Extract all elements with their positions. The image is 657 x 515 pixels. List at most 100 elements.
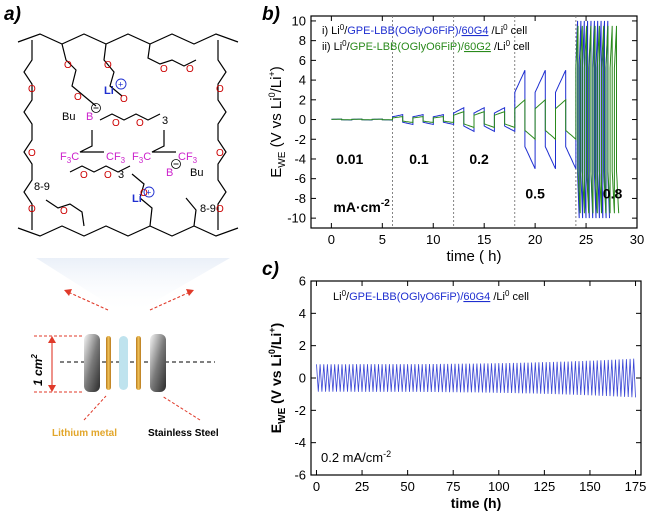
legend-suffix: /Li xyxy=(488,25,503,37)
cf3-label: CF3 xyxy=(106,151,126,165)
cf3-groups: F3C CF3 F3C CF3 xyxy=(60,151,198,165)
x-tick-label: 100 xyxy=(488,479,510,494)
y-tick-label: 4 xyxy=(299,306,306,321)
oxygen-atom: O xyxy=(186,64,194,75)
series-line-60G2 xyxy=(331,25,620,214)
legend-prefix: ii) Li xyxy=(322,41,342,53)
chart-c: 0 25 50 75 100 125 150 175 -6 -4 -2 0 2 4 6 time (h) EWE… xyxy=(267,274,646,512)
y-tick-label: 4 xyxy=(299,73,306,88)
zoom-cone xyxy=(36,258,230,310)
legend-slash: / xyxy=(346,291,350,303)
subscript: 3 xyxy=(118,169,124,181)
x-tick-label: 5 xyxy=(379,232,386,247)
f3c-label: F3C xyxy=(60,151,79,165)
boron-label: B xyxy=(166,167,173,179)
li-label: Li xyxy=(132,193,142,205)
x-tick-label: 50 xyxy=(400,479,414,494)
y-tick-label: -4 xyxy=(294,435,306,450)
legend-name: GPE-LBB(OGlyO6FiP)/ xyxy=(350,41,465,53)
repeat-subscript: 8-9 xyxy=(34,181,50,193)
legend-sup: 0 xyxy=(342,289,347,298)
oxygen-atom: O xyxy=(28,148,36,159)
oxygen-atom: O xyxy=(104,170,112,181)
y-label-sup: 0 xyxy=(267,92,277,97)
y-tick-label: -2 xyxy=(294,403,306,418)
current-density-label: 0.5 xyxy=(525,185,545,201)
steel-callout xyxy=(161,395,201,421)
plus-charge-icon xyxy=(115,78,127,90)
x-tick-label: 25 xyxy=(579,232,593,247)
x-tick-label: 25 xyxy=(355,479,369,494)
separator-disc xyxy=(119,336,128,390)
legend-entry-2: ii) Li0/GPE-LBB(OGlyO6FiP)/60G2 /Li0 cel… xyxy=(322,39,530,53)
borate-center-2: Bu B 3 xyxy=(118,159,203,181)
panel-label-a: a) xyxy=(4,4,21,25)
y-label-sup: + xyxy=(267,71,277,76)
borate-center-1: Bu B 3 xyxy=(62,103,168,127)
oxygen-atom: O xyxy=(136,118,144,129)
oxygen-atom: O xyxy=(28,84,36,95)
oxygen-atom: O xyxy=(112,118,120,129)
side-chain-5 xyxy=(45,199,85,227)
legend-end: cell xyxy=(510,41,530,53)
minus-charge-icon xyxy=(171,159,181,169)
legend-underlined: 60G4 xyxy=(462,25,489,37)
li-ion-2: Li + xyxy=(132,186,155,205)
legend-prefix: Li xyxy=(333,291,342,303)
legend-end: cell xyxy=(508,25,528,37)
y-label-rest2: /Li xyxy=(268,77,285,93)
chart-b: 0 5 10 15 20 25 30 -10 -8 -6 -4 -2 0 2 4 6 8 10 time ( h) E… xyxy=(267,13,644,265)
x-tick-label: 175 xyxy=(625,479,647,494)
plot-frame xyxy=(310,15,638,229)
legend-entry: Li0/GPE-LBB(OGlyO6FiP)/60G4 /Li0 cell xyxy=(333,289,529,303)
y-tick-label: -6 xyxy=(294,171,306,186)
lithium-callout xyxy=(83,395,107,421)
unit-label: mA·cm-2 xyxy=(333,198,390,215)
panel-label-c: c) xyxy=(262,259,279,280)
x-tick-label: 150 xyxy=(579,479,601,494)
oxygen-atom: O xyxy=(64,60,72,71)
y-tick-label: -8 xyxy=(294,191,306,206)
y-tick-label: 0 xyxy=(299,112,306,127)
legend-entry-1: i) Li0/GPE-LBB(OGlyO6FiP)/60G4 /Li0 cell xyxy=(322,23,527,37)
y-tick-label: -2 xyxy=(294,132,306,147)
y-tick-label: 10 xyxy=(292,13,306,28)
y-tick-label: 0 xyxy=(299,371,306,386)
area-label: 1 cm2 xyxy=(30,354,45,386)
steel-disc-right xyxy=(150,334,166,392)
y-label-rest2: /Li xyxy=(268,333,284,349)
side-chain-1 xyxy=(61,43,97,107)
y-tick-label: -6 xyxy=(294,468,306,483)
y-label-rest: (V vs Li xyxy=(268,97,285,151)
arrow-up-icon xyxy=(48,336,56,343)
plus-sign: + xyxy=(118,80,123,90)
legend-end: cell xyxy=(509,291,529,303)
y-axis-label: EWE (V vs Li0/Li+) xyxy=(267,66,288,177)
f3c-label: F3C xyxy=(132,151,151,165)
current-sup: -2 xyxy=(383,449,391,459)
side-chain-6 xyxy=(185,197,197,227)
current-density-label: 0.2 xyxy=(469,151,489,167)
legend-underlined: 60G4 xyxy=(463,291,490,303)
legend-underlined: 60G2 xyxy=(464,41,491,53)
y-label-sub: WE xyxy=(277,151,288,167)
x-axis-label: time (h) xyxy=(451,495,502,511)
bu-label: Bu xyxy=(62,111,75,123)
minus-charge-icon xyxy=(91,103,101,113)
oxygen-atom: O xyxy=(216,84,224,95)
legend-slash: / xyxy=(347,41,351,53)
y-tick-label: -10 xyxy=(287,211,306,226)
oxygen-atom: O xyxy=(80,170,88,181)
side-chain-4 xyxy=(131,173,153,227)
oxygen-atom: O xyxy=(160,64,168,75)
legend-sup: 0 xyxy=(506,39,511,48)
arrow-right xyxy=(149,291,191,311)
x-tick-label: 0 xyxy=(313,479,320,494)
oxygen-atom: O xyxy=(74,92,82,103)
y-tick-label: -4 xyxy=(294,151,306,166)
plus-sign: + xyxy=(146,188,151,198)
polymer-network xyxy=(17,33,239,237)
current-density-label: 0.1 xyxy=(409,151,429,167)
y-label-sup: + xyxy=(267,327,277,332)
